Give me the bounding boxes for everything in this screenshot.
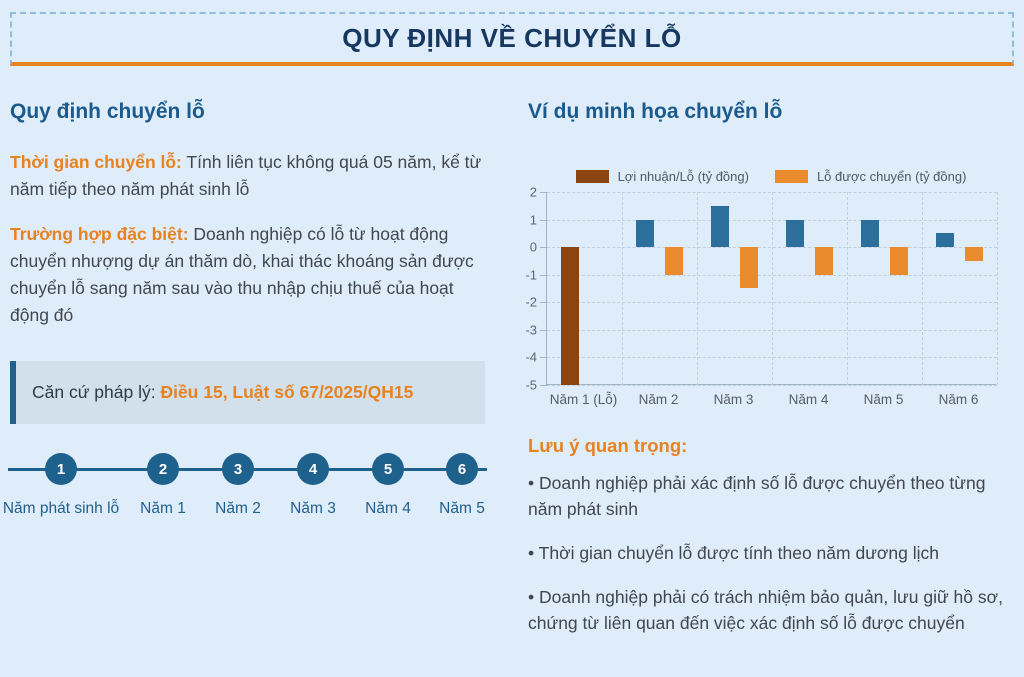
x-axis-label: Năm 1 (Lỗ) xyxy=(549,392,618,407)
tick-mark xyxy=(540,357,547,359)
page-title: QUY ĐỊNH VỀ CHUYỂN LỖ xyxy=(342,22,682,53)
y-tick-label: -2 xyxy=(525,294,537,310)
rule-text: Tính liên tục không quá 05 năm, kể từ nă… xyxy=(10,152,482,200)
tick-mark xyxy=(540,192,547,193)
note-item: • Doanh nghiệp phải có trách nhiệm bảo q… xyxy=(528,586,1003,633)
tick-mark xyxy=(540,385,547,386)
right-column: Ví dụ minh họa chuyển lỗ Lợi nhuận/Lỗ (t… xyxy=(525,96,1014,654)
note-item: • Thời gian chuyển lỗ được tính theo năm… xyxy=(528,543,939,563)
chart-bar xyxy=(785,219,804,248)
y-tick-label: -1 xyxy=(525,267,537,283)
chart-bar xyxy=(739,247,758,289)
timeline-step-label: Năm 5 xyxy=(439,500,485,518)
y-tick-label: -3 xyxy=(525,322,537,338)
x-axis-label: Năm 3 xyxy=(713,392,754,407)
left-column: Quy định chuyển lỗ Thời gian chuyển lỗ: … xyxy=(3,96,490,654)
x-axis-label: Năm 4 xyxy=(788,392,829,407)
legal-basis-callout: Căn cứ pháp lý: Điều 15, Luật số 67/2025… xyxy=(10,361,485,425)
rule-label: Thời gian chuyển lỗ: xyxy=(10,152,182,172)
timeline-step-label: Năm 4 xyxy=(365,500,411,518)
right-section-heading: Ví dụ minh họa chuyển lỗ xyxy=(528,100,783,123)
legend-item: Lợi nhuận/Lỗ (tỷ đồng) xyxy=(575,168,749,184)
timeline-step-circle: 1 xyxy=(45,453,77,486)
notes-heading: Lưu ý quan trọng: xyxy=(528,435,688,456)
chart-bar xyxy=(664,247,683,275)
content-columns: Quy định chuyển lỗ Thời gian chuyển lỗ: … xyxy=(3,96,1014,654)
legend-label: Lỗ được chuyển (tỷ đồng) xyxy=(816,168,967,184)
chart-bar xyxy=(560,247,579,385)
gridline xyxy=(997,192,998,385)
x-axis-label: Năm 5 xyxy=(863,392,904,407)
timeline-step-circle: 4 xyxy=(297,453,329,486)
gridline xyxy=(622,192,623,385)
timeline-step-label: Năm 1 xyxy=(140,500,186,518)
chart-bar xyxy=(814,247,833,275)
rule-special-case: Trường hợp đặc biệt: Doanh nghiệp có lỗ … xyxy=(10,221,490,330)
legend-label: Lợi nhuận/Lỗ (tỷ đồng) xyxy=(617,168,749,184)
y-tick-label: 0 xyxy=(529,239,537,255)
header-box: QUY ĐỊNH VỀ CHUYỂN LỖ xyxy=(10,12,1014,66)
gridline xyxy=(697,192,698,385)
timeline-step-circle: 5 xyxy=(372,453,404,486)
rule-label: Trường hợp đặc biệt: xyxy=(10,223,189,244)
tick-mark xyxy=(540,302,547,304)
timeline-step-circle: 2 xyxy=(147,453,179,486)
timeline-step-circle: 3 xyxy=(222,453,254,486)
chart-bar xyxy=(964,247,983,261)
chart-bar xyxy=(860,219,879,248)
legend-swatch xyxy=(575,169,609,183)
tick-mark xyxy=(540,219,547,221)
x-axis-label: Năm 2 xyxy=(638,392,679,407)
tick-mark xyxy=(540,329,547,331)
legend-swatch xyxy=(774,169,808,183)
chart-plot: 2 1 0 -1 -2 -3 -4 -5 xyxy=(525,185,998,393)
timeline-step-circle: 6 xyxy=(446,453,478,486)
note-item: • Doanh nghiệp phải xác định số lỗ được … xyxy=(528,473,986,520)
carryforward-timeline: 1 Năm phát sinh lỗ 2 Năm 1 3 Năm 2 4 Năm… xyxy=(3,453,490,550)
legal-basis-reference: Điều 15, Luật số 67/2025/QH15 xyxy=(160,382,414,403)
y-tick-label: 2 xyxy=(529,184,537,200)
timeline-step-label: Năm 3 xyxy=(290,500,336,518)
y-tick-label: -5 xyxy=(525,377,537,393)
chart-legend: Lợi nhuận/Lỗ (tỷ đồng) Lỗ được chuyển (tỷ… xyxy=(528,166,1014,186)
y-tick-label: 1 xyxy=(529,212,537,228)
chart-bar xyxy=(710,205,729,248)
gridline xyxy=(922,192,923,385)
chart-x-labels: Năm 1 (Lỗ) Năm 2 Năm 3 Năm 4 Năm 5 Năm 6 xyxy=(546,392,996,407)
x-axis-label: Năm 6 xyxy=(938,392,979,407)
rule-text: Doanh nghiệp có lỗ từ hoạt động chuyển n… xyxy=(10,223,474,326)
gridline xyxy=(547,385,997,386)
timeline-step-label: Năm phát sinh lỗ xyxy=(2,500,120,518)
chart-bar xyxy=(935,233,954,248)
left-section-heading: Quy định chuyển lỗ xyxy=(10,100,205,123)
y-tick-label: -4 xyxy=(525,349,537,365)
legal-basis-label: Căn cứ pháp lý: xyxy=(32,382,161,403)
legend-item: Lỗ được chuyển (tỷ đồng) xyxy=(774,168,967,184)
gridline xyxy=(847,192,848,385)
chart-bar xyxy=(635,219,654,248)
tick-mark xyxy=(540,247,547,249)
loss-carryforward-chart: Lợi nhuận/Lỗ (tỷ đồng) Lỗ được chuyển (tỷ… xyxy=(525,166,1014,407)
rule-carryforward-period: Thời gian chuyển lỗ: Tính liên tục không… xyxy=(10,149,490,203)
chart-bar xyxy=(889,247,908,275)
timeline-step-label: Năm 2 xyxy=(215,500,261,518)
gridline xyxy=(772,192,773,385)
tick-mark xyxy=(540,274,547,276)
